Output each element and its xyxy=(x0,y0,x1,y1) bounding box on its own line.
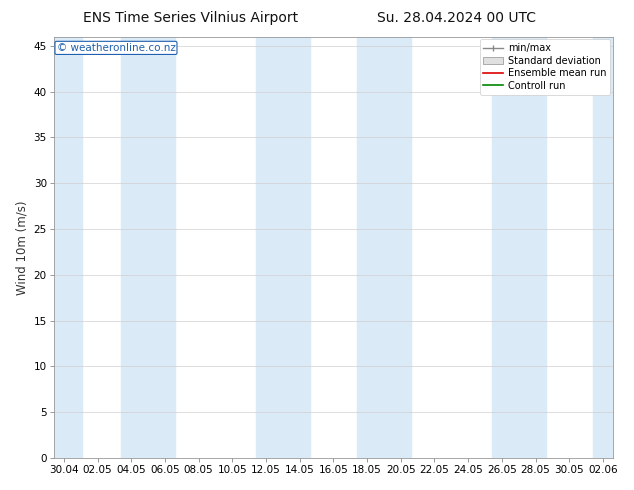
Bar xyxy=(492,37,546,458)
Bar xyxy=(593,37,613,458)
Bar xyxy=(256,37,310,458)
Text: © weatheronline.co.nz: © weatheronline.co.nz xyxy=(56,43,176,53)
Bar xyxy=(121,37,175,458)
Text: ENS Time Series Vilnius Airport: ENS Time Series Vilnius Airport xyxy=(82,11,298,25)
Bar xyxy=(357,37,411,458)
Bar xyxy=(54,37,82,458)
Legend: min/max, Standard deviation, Ensemble mean run, Controll run: min/max, Standard deviation, Ensemble me… xyxy=(479,40,610,95)
Y-axis label: Wind 10m (m/s): Wind 10m (m/s) xyxy=(15,200,28,294)
Text: Su. 28.04.2024 00 UTC: Su. 28.04.2024 00 UTC xyxy=(377,11,536,25)
